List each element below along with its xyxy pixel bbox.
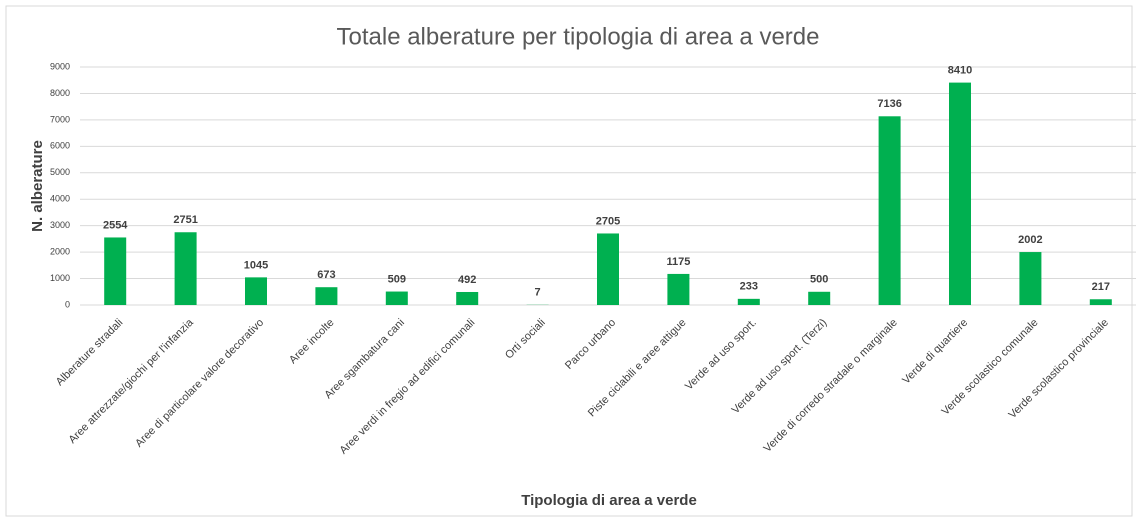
bar <box>385 291 408 305</box>
bar <box>174 232 197 305</box>
y-tick-label: 2000 <box>50 246 70 256</box>
bar <box>1019 252 1042 305</box>
y-axis-label: N. alberature <box>29 140 46 232</box>
data-label: 217 <box>1092 281 1110 293</box>
data-label: 500 <box>810 274 828 286</box>
data-label: 2705 <box>596 215 620 227</box>
bar <box>597 233 619 305</box>
data-label: 2554 <box>103 219 128 231</box>
data-label: 2751 <box>173 214 197 226</box>
bar <box>949 82 971 305</box>
data-label: 1045 <box>244 259 268 271</box>
data-label: 673 <box>317 269 335 281</box>
y-tick-label: 9000 <box>50 61 70 71</box>
data-label: 8410 <box>948 65 972 77</box>
y-tick-label: 5000 <box>50 167 70 177</box>
data-label: 509 <box>388 273 406 285</box>
y-tick-label: 1000 <box>50 273 70 283</box>
y-tick-label: 3000 <box>50 220 70 230</box>
bar <box>315 287 338 305</box>
y-tick-label: 7000 <box>50 114 70 124</box>
data-label: 233 <box>740 281 758 293</box>
data-label: 7 <box>535 287 541 299</box>
bar <box>456 291 479 305</box>
bar <box>737 298 760 305</box>
y-tick-label: 8000 <box>50 88 70 98</box>
data-label: 7136 <box>877 98 901 110</box>
chart-title: Totale alberature per tipologia di area … <box>337 23 820 50</box>
data-label: 492 <box>458 274 476 286</box>
bar <box>808 291 831 305</box>
bar <box>878 116 901 305</box>
y-tick-label: 6000 <box>50 141 70 151</box>
bar <box>667 273 690 305</box>
y-tick-label: 4000 <box>50 194 70 204</box>
data-label: 2002 <box>1018 234 1042 246</box>
y-tick-label: 0 <box>65 299 70 309</box>
bar <box>1089 299 1112 305</box>
x-axis-label: Tipologia di area a verde <box>521 492 697 509</box>
data-label: 1175 <box>666 256 690 268</box>
bar <box>104 237 127 305</box>
bar <box>245 277 267 305</box>
